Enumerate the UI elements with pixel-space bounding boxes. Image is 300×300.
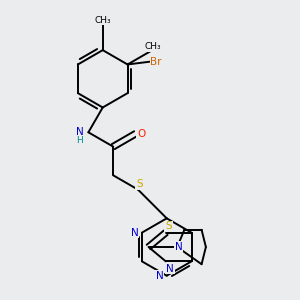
Text: CH₃: CH₃ bbox=[144, 42, 161, 51]
Text: N: N bbox=[76, 127, 84, 137]
Text: N: N bbox=[156, 271, 164, 281]
Text: N: N bbox=[175, 242, 182, 252]
Text: N: N bbox=[166, 263, 174, 274]
Text: H: H bbox=[76, 136, 83, 146]
Text: Br: Br bbox=[151, 57, 162, 67]
Text: O: O bbox=[137, 129, 146, 139]
Text: N: N bbox=[131, 228, 139, 238]
Text: S: S bbox=[136, 179, 143, 190]
Text: S: S bbox=[165, 221, 172, 231]
Text: CH₃: CH₃ bbox=[94, 16, 111, 25]
